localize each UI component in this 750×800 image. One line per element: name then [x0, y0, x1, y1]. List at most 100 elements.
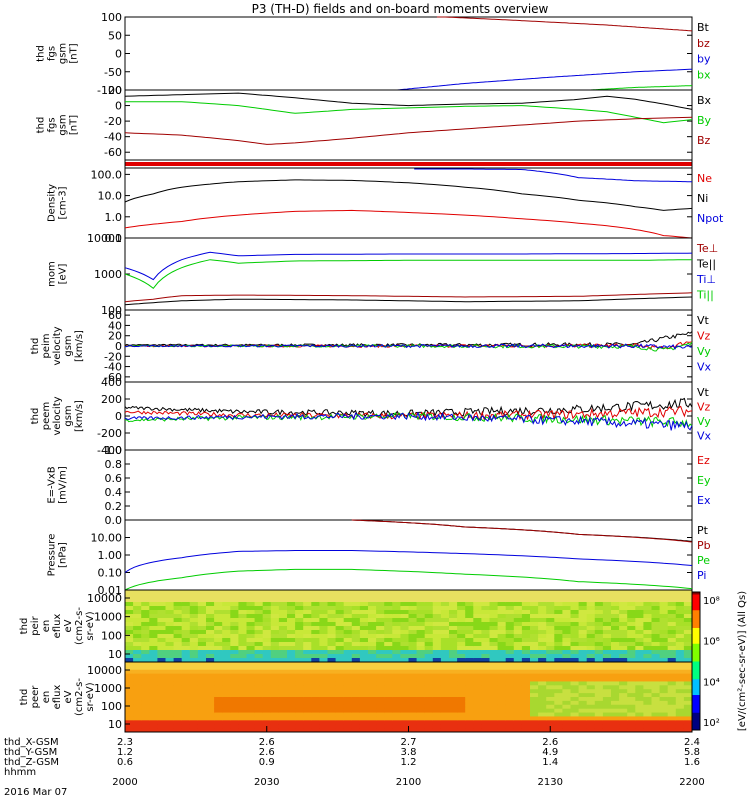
colorbar-swatch: [692, 597, 700, 601]
legend-Npot: Npot: [697, 212, 724, 225]
panel-frame: [124, 89, 693, 161]
legend-bz: bz: [697, 37, 710, 50]
y-tick-label: 200: [101, 393, 122, 406]
colorbar-swatch: [692, 605, 700, 609]
y-tick-label: 0: [115, 340, 122, 353]
colorbar-tick-label: 10²: [703, 718, 720, 729]
y-axis-label: peir: [30, 615, 41, 635]
y-tick-label: 0.01: [98, 584, 123, 597]
y-axis-label: thd: [19, 689, 30, 706]
colorbar-tick-label: 10⁴: [703, 677, 720, 688]
ephemeris-label: thd_Y-GSM: [4, 747, 57, 758]
x-tick-label: 2130: [538, 777, 563, 788]
series-Bz: [124, 116, 693, 145]
colorbar-swatch: [692, 615, 700, 619]
y-axis-label: [cm-3]: [58, 186, 69, 219]
legend-Ne: Ne: [697, 172, 712, 185]
panel-8: 1.00.80.60.40.20.0 E=-VxB [mV/m] Ez Ey Ex: [47, 444, 711, 527]
y-axis-label: velocity: [52, 326, 63, 365]
colorbar-swatch: [692, 708, 700, 711]
y-axis-label: mom: [47, 261, 58, 287]
y-tick-label: 20: [108, 330, 122, 343]
legend-Bx: Bx: [697, 94, 712, 107]
x-axis: 2.31.20.620002.62.60.920302.73.81.221002…: [4, 726, 705, 798]
y-axis-label: thd: [19, 618, 30, 635]
series-Te⊥: [124, 292, 693, 303]
ephemeris-value: 1.6: [684, 757, 700, 768]
colorbar-swatch: [692, 601, 700, 605]
y-axis-label: thd: [36, 45, 47, 62]
colorbar-swatch: [692, 607, 700, 611]
ephemeris-value: 2.6: [259, 737, 275, 748]
colorbar-swatch: [692, 659, 700, 662]
series-Vy: [124, 341, 693, 352]
y-tick-label: 10000: [87, 664, 122, 677]
panel-5: 10000 1000 100 mom [eV] Te⊥ Te|| Ti⊥ Ti||: [47, 232, 719, 317]
y-axis-label: eflux: [52, 685, 63, 710]
colorbar-swatch: [692, 643, 700, 646]
y-axis-label: thd: [30, 408, 41, 425]
y-tick-label: 400: [101, 376, 122, 389]
colorbar-swatch: [692, 702, 700, 705]
colorbar-swatch: [692, 666, 700, 670]
y-tick-label: 100: [101, 629, 122, 642]
x-tick-label: 2100: [396, 777, 421, 788]
legend-by: by: [697, 53, 711, 66]
panel-frame: [124, 237, 693, 311]
y-tick-label: 0: [115, 48, 122, 61]
y-tick-label: 40: [108, 319, 122, 332]
colorbar-swatch: [692, 726, 700, 729]
y-tick-label: 100: [101, 11, 122, 24]
panel-frame: [124, 519, 693, 591]
y-axis-label: fgs: [47, 117, 58, 132]
ephemeris-value: 2.3: [117, 737, 133, 748]
series-By: [125, 101, 693, 124]
colorbar-swatch: [692, 621, 700, 625]
colorbar-swatch: [692, 603, 700, 607]
y-axis-label: peim: [41, 333, 52, 358]
legend-Vt: Vt: [697, 314, 710, 327]
panel-2: 20 0 -20 -40 -60 thd fgs gsm [nT] Bx By Bz: [36, 84, 712, 161]
series-Ni: [124, 179, 693, 211]
legend-Ex: Ex: [697, 494, 711, 507]
y-axis-label: (cm2-s-: [74, 678, 85, 716]
ephemeris-value: 3.8: [401, 747, 417, 758]
y-axis-label: [km/s]: [74, 400, 85, 432]
y-axis-label: sr-eV): [85, 611, 96, 640]
colorbar-swatch: [692, 661, 700, 664]
legend-Ey: Ey: [697, 474, 711, 487]
ephemeris-value: 5.8: [684, 747, 700, 758]
legend-Te||: Te||: [696, 258, 716, 271]
x-tick-label: 2200: [679, 777, 704, 788]
colorbar-swatch: [692, 716, 700, 719]
ephemeris-value: 2.6: [542, 737, 558, 748]
y-tick-label: 50: [108, 29, 122, 42]
legend-By: By: [697, 114, 712, 127]
colorbar-swatch: [692, 686, 700, 690]
y-axis-label: eflux: [52, 614, 63, 639]
y-tick-label: 10: [108, 648, 122, 661]
y-tick-label: 60: [108, 309, 122, 322]
panel-9: 10.00 1.00 0.10 0.01 Pressure [nPa] Pt Pb Pe Pi: [47, 519, 711, 597]
series-Vx: [124, 411, 693, 431]
colorbar-swatch: [692, 627, 700, 630]
colorbar-swatch: [692, 649, 700, 652]
y-tick-label: -100: [97, 84, 122, 97]
panel-1: 100 50 0 -50 -100 thd fgs gsm [nT] Bt bz by bx: [36, 11, 711, 97]
colorbar-swatch: [692, 629, 700, 632]
series-Te||: [124, 296, 693, 306]
y-axis-label: thd: [36, 117, 47, 134]
series-bx: [589, 85, 692, 91]
colorbar-swatch: [692, 595, 700, 599]
legend-Pt: Pt: [697, 524, 709, 537]
series-Pb: [351, 519, 693, 543]
x-tick-label: 2000: [112, 777, 137, 788]
y-tick-label: 0.4: [105, 486, 123, 499]
figure-title: P3 (TH-D) fields and on-board moments ov…: [252, 2, 549, 16]
panel-4: 100.0 10.0 1.0 0.1 Density [cm-3] Ne Ni Npot: [47, 167, 724, 245]
colorbar-swatch: [692, 592, 700, 595]
colorbar-swatch: [692, 617, 700, 621]
